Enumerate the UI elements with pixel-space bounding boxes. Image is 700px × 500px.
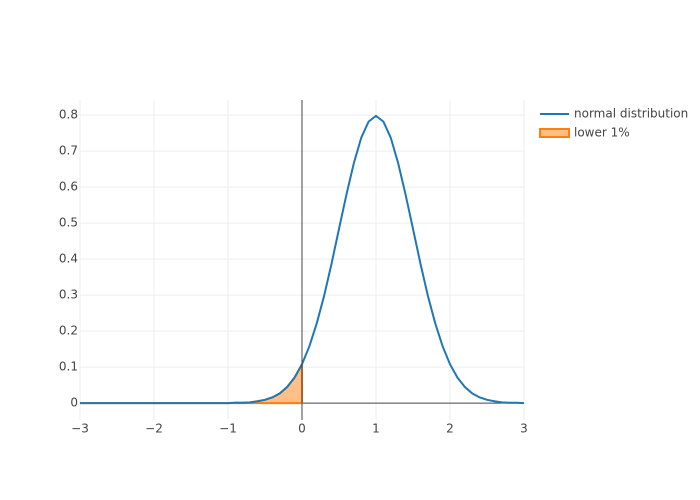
- y-tick-label: 0.7: [59, 144, 78, 158]
- legend-item: lower 1%: [539, 126, 630, 140]
- x-tick-label: 2: [446, 422, 454, 436]
- y-tick-label: 0.5: [59, 216, 78, 230]
- legend-label: lower 1%: [574, 126, 630, 140]
- line: [80, 114, 525, 405]
- legend-swatch: [539, 128, 570, 138]
- y-tick-label: 0.1: [59, 360, 78, 374]
- x-tick-label: 1: [372, 422, 380, 436]
- x-tick-label: −2: [145, 422, 163, 436]
- x-tick-label: 3: [520, 422, 528, 436]
- legend: normal distribution lower 1%: [539, 107, 688, 140]
- x-tick-label: 0: [298, 422, 306, 436]
- y-tick-label: 0.3: [59, 288, 78, 302]
- y-tick-label: 0.8: [59, 108, 78, 122]
- area: [80, 360, 303, 405]
- legend-item: normal distribution: [540, 107, 688, 121]
- x-tick-label: −3: [71, 422, 89, 436]
- y-tick-label: 0.6: [59, 180, 78, 194]
- y-tick-label: 0.4: [59, 252, 78, 266]
- y-tick-label: 0: [70, 396, 78, 410]
- y-tick-label: 0.2: [59, 324, 78, 338]
- legend-label: normal distribution: [574, 107, 688, 121]
- x-tick-label: −1: [219, 422, 237, 436]
